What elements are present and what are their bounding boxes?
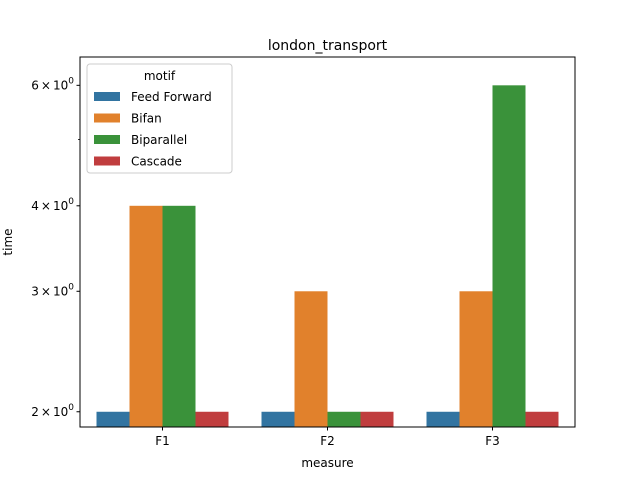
legend-label-biparallel: Biparallel	[131, 133, 187, 147]
y-axis-label: time	[1, 228, 15, 255]
legend: motif Feed Forward Bifan Biparallel Cascade	[86, 63, 233, 174]
y-ticks-group: 2 × 100 3 × 100 4 × 100 6 × 100	[31, 76, 80, 419]
legend-label-feed-forward: Feed Forward	[131, 90, 212, 104]
bar-cascade-f3	[525, 411, 559, 427]
bar-feed-forward-f3	[426, 411, 460, 427]
x-tick-label-f1: F1	[155, 434, 170, 448]
bar-biparallel-f1	[162, 205, 196, 427]
legend-swatch-biparallel	[94, 135, 120, 144]
bar-cascade-f1	[195, 411, 229, 427]
bar-bifan-f1	[129, 205, 163, 427]
y-tick-label: 4 × 100	[31, 197, 74, 213]
chart-title: london_transport	[268, 38, 388, 54]
legend-title: motif	[144, 69, 176, 83]
bar-cascade-f2	[360, 411, 394, 427]
bar-biparallel-f3	[492, 85, 526, 428]
y-tick-label: 2 × 100	[31, 403, 74, 419]
bars-group	[96, 85, 559, 428]
x-tick-label-f3: F3	[485, 434, 500, 448]
bar-biparallel-f2	[327, 411, 361, 427]
legend-label-cascade: Cascade	[131, 155, 182, 169]
legend-box	[86, 63, 233, 174]
bar-feed-forward-f1	[96, 411, 130, 427]
x-axis-label: measure	[301, 456, 353, 470]
x-tick-label-f2: F2	[320, 434, 335, 448]
bar-bifan-f3	[459, 291, 493, 427]
y-tick-label: 6 × 100	[31, 76, 74, 92]
legend-items: Feed Forward Bifan Biparallel Cascade	[94, 90, 212, 169]
bar-feed-forward-f2	[261, 411, 295, 427]
x-ticks-group: F1 F2 F3	[155, 427, 500, 448]
y-tick-label: 3 × 100	[31, 282, 74, 298]
legend-swatch-bifan	[94, 113, 120, 123]
legend-swatch-feed-forward	[94, 92, 120, 101]
legend-swatch-cascade	[94, 156, 120, 166]
plot-frame	[79, 56, 576, 428]
bar-bifan-f2	[294, 291, 328, 427]
legend-label-bifan: Bifan	[131, 112, 162, 126]
